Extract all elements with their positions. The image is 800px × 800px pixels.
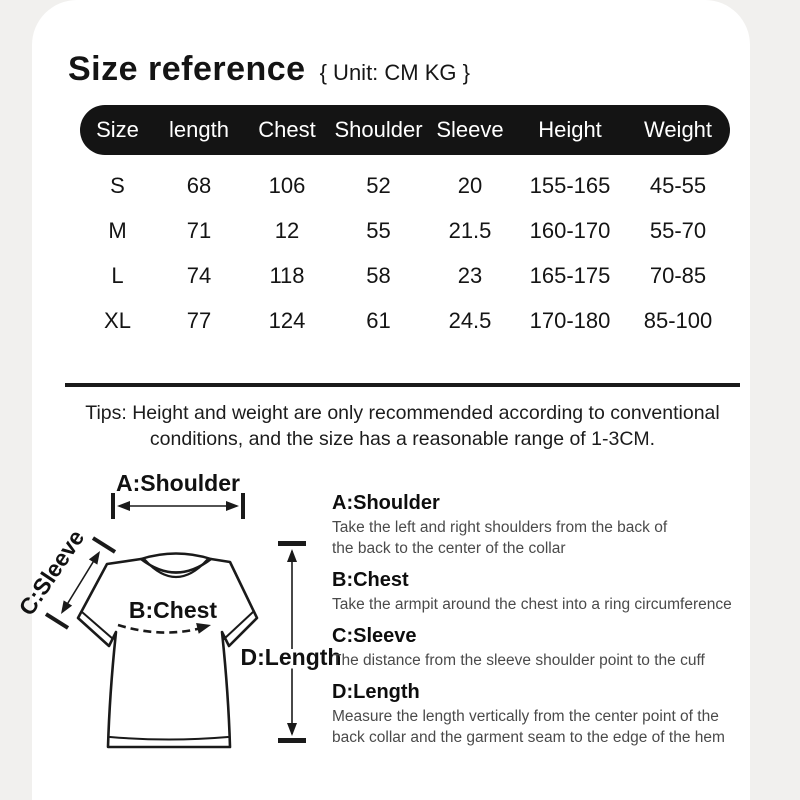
guide-heading: B:Chest: [332, 569, 409, 591]
cell-chest: 118: [269, 263, 305, 288]
col-header-weight: Weight: [643, 117, 713, 142]
col-header-sleeve: Sleeve: [436, 117, 504, 142]
col-header-length: length: [169, 117, 229, 142]
cell-shoulder: 58: [366, 263, 391, 288]
guide-description-line: Take the armpit around the chest into a …: [332, 596, 732, 613]
cell-shoulder: 55: [366, 218, 391, 243]
cell-size: S: [110, 173, 125, 198]
col-header-size: Size: [96, 117, 139, 142]
shoulder-arrow: [111, 493, 245, 519]
cell-height: 170-180: [529, 308, 611, 333]
guide-description-line: the back to the center of the collar: [332, 540, 566, 557]
cell-size: L: [111, 263, 124, 288]
section-divider: [65, 383, 740, 387]
cell-height: 160-170: [529, 218, 611, 243]
sleeve-arrow: [44, 536, 117, 630]
guide-description-line: The distance from the sleeve shoulder po…: [332, 652, 705, 669]
tips-text: Tips: Height and weight are only recomme…: [65, 400, 740, 452]
col-header-shoulder: Shoulder: [334, 117, 423, 142]
table-row: M 71 12 55 21.5 160-170 55-70: [80, 208, 730, 253]
tshirt-measure-diagram: A:Shoulder C:Sleeve B:Chest: [20, 470, 345, 749]
guide-item-shoulder: A:Shoulder Take the left and right shoul…: [332, 492, 752, 559]
tips-line: Tips: Height and weight are only recomme…: [85, 402, 720, 424]
cell-size: M: [108, 218, 127, 243]
shoulder-diagram-label: A:Shoulder: [116, 470, 240, 496]
unit-note: { Unit: CM KG }: [319, 60, 470, 85]
tshirt-outline: [76, 552, 259, 749]
cell-shoulder: 52: [366, 173, 391, 198]
cell-weight: 45-55: [649, 173, 707, 198]
cell-height: 165-175: [529, 263, 611, 288]
cell-length: 74: [186, 263, 212, 288]
col-header-height: Height: [538, 117, 602, 142]
cell-size: XL: [104, 308, 131, 333]
cell-sleeve: 20: [457, 173, 483, 198]
measurement-guide: A:Shoulder Take the left and right shoul…: [332, 492, 752, 758]
cell-chest: 12: [274, 218, 300, 243]
cell-shoulder: 61: [366, 308, 391, 333]
length-arrow: [278, 541, 306, 743]
cell-length: 71: [186, 218, 212, 243]
cell-weight: 70-85: [649, 263, 707, 288]
size-table-header: Size length Chest Shoulder Sleeve Height…: [80, 105, 730, 155]
guide-heading: C:Sleeve: [332, 625, 417, 647]
guide-description-line: Take the left and right shoulders from t…: [332, 519, 668, 536]
table-row: S 68 106 52 20 155-165 45-55: [80, 163, 730, 208]
col-header-chest: Chest: [258, 117, 316, 142]
table-row: XL 77 124 61 24.5 170-180 85-100: [80, 298, 730, 343]
page-title: Size reference: [68, 50, 306, 88]
cell-height: 155-165: [529, 173, 611, 198]
cell-length: 68: [186, 173, 212, 198]
guide-description-line: back collar and the garment seam to the …: [332, 729, 725, 746]
page-header: Size reference { Unit: CM KG }: [68, 50, 470, 89]
guide-heading: A:Shoulder: [332, 492, 440, 514]
cell-sleeve: 23: [457, 263, 483, 288]
guide-item-sleeve: C:Sleeve The distance from the sleeve sh…: [332, 625, 752, 671]
guide-heading: D:Length: [332, 681, 420, 703]
cell-chest: 106: [268, 173, 306, 198]
size-table-body: S 68 106 52 20 155-165 45-55 M 71 12 55 …: [80, 163, 730, 343]
length-diagram-label: D:Length: [241, 644, 342, 670]
chest-diagram-label: B:Chest: [129, 597, 218, 623]
table-row: L 74 118 58 23 165-175 70-85: [80, 253, 730, 298]
guide-description-line: Measure the length vertically from the c…: [332, 708, 719, 725]
cell-chest: 124: [268, 308, 306, 333]
tips-line: conditions, and the size has a reasonabl…: [149, 428, 656, 450]
chest-measure-curve: [117, 623, 211, 634]
cell-weight: 85-100: [643, 308, 713, 333]
guide-item-chest: B:Chest Take the armpit around the chest…: [332, 569, 752, 615]
cell-weight: 55-70: [649, 218, 707, 243]
cell-sleeve: 24.5: [448, 308, 492, 333]
cell-length: 77: [186, 308, 212, 333]
cell-sleeve: 21.5: [448, 218, 492, 243]
sleeve-diagram-label: C:Sleeve: [20, 525, 89, 620]
guide-item-length: D:Length Measure the length vertically f…: [332, 681, 752, 748]
